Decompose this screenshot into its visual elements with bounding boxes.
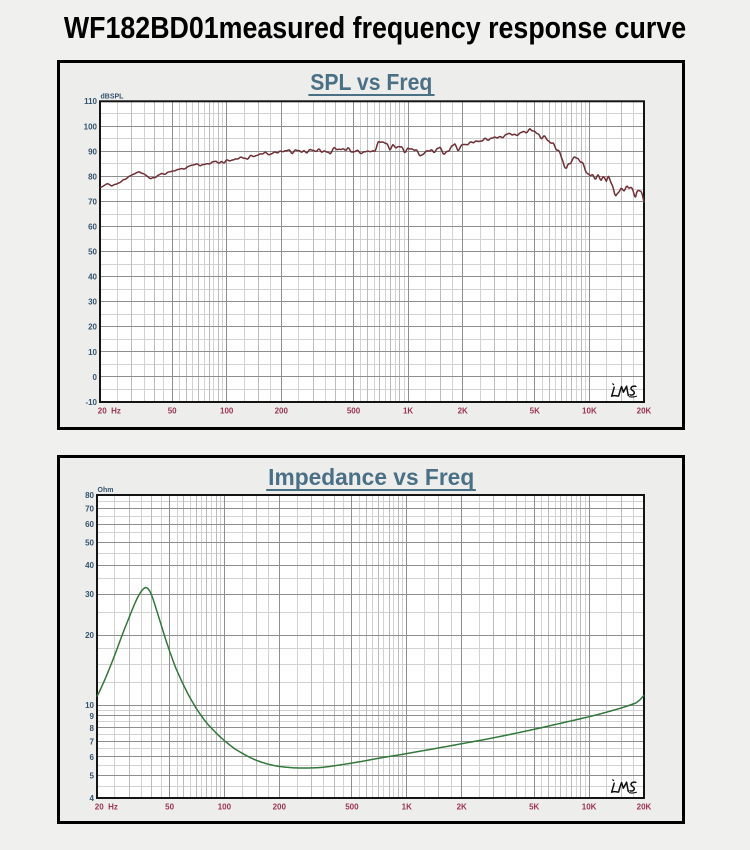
svg-text:90: 90 <box>88 147 97 156</box>
svg-text:200: 200 <box>275 406 289 415</box>
svg-text:50: 50 <box>165 803 174 812</box>
svg-text:500: 500 <box>347 406 361 415</box>
svg-text:-10: -10 <box>85 398 97 407</box>
svg-text:100: 100 <box>220 406 234 415</box>
svg-text:2K: 2K <box>457 803 467 812</box>
svg-text:50: 50 <box>85 538 94 547</box>
svg-text:Ohm: Ohm <box>98 487 114 494</box>
svg-text:70: 70 <box>88 197 97 206</box>
svg-text:10K: 10K <box>582 803 597 812</box>
svg-text:1K: 1K <box>403 406 413 415</box>
svg-text:50: 50 <box>168 406 177 415</box>
svg-text:80: 80 <box>85 491 94 500</box>
svg-text:20K: 20K <box>637 406 652 415</box>
svg-text:80: 80 <box>88 172 97 181</box>
svg-text:500: 500 <box>345 803 359 812</box>
svg-text:1K: 1K <box>402 803 412 812</box>
svg-text:100: 100 <box>218 803 232 812</box>
svg-text:0: 0 <box>93 373 98 382</box>
svg-text:4: 4 <box>90 794 95 803</box>
svg-text:9: 9 <box>90 712 95 721</box>
svg-text:110: 110 <box>84 97 97 106</box>
svg-text:100: 100 <box>84 122 98 131</box>
svg-text:20: 20 <box>85 631 94 640</box>
svg-text:70: 70 <box>85 504 94 513</box>
svg-text:5K: 5K <box>529 803 539 812</box>
svg-text:7: 7 <box>90 737 95 746</box>
svg-text:40: 40 <box>88 273 97 282</box>
svg-text:20K: 20K <box>637 803 652 812</box>
svg-text:20 Hz: 20 Hz <box>98 406 121 415</box>
svg-text:20 Hz: 20 Hz <box>95 803 118 812</box>
svg-text:50: 50 <box>88 248 97 257</box>
svg-text:200: 200 <box>273 803 287 812</box>
svg-text:10: 10 <box>85 701 94 710</box>
svg-text:20: 20 <box>88 323 97 332</box>
svg-text:60: 60 <box>85 520 94 529</box>
svg-text:60: 60 <box>88 223 97 232</box>
svg-text:2K: 2K <box>458 406 468 415</box>
svg-text:5: 5 <box>90 771 95 780</box>
svg-text:40: 40 <box>85 561 94 570</box>
svg-text:dBSPL: dBSPL <box>101 93 125 100</box>
svg-text:5K: 5K <box>530 406 540 415</box>
svg-text:6: 6 <box>90 753 95 762</box>
svg-text:30: 30 <box>88 298 97 307</box>
svg-text:30: 30 <box>85 590 94 599</box>
svg-text:10K: 10K <box>582 406 597 415</box>
svg-text:8: 8 <box>90 724 95 733</box>
svg-text:10: 10 <box>88 348 97 357</box>
